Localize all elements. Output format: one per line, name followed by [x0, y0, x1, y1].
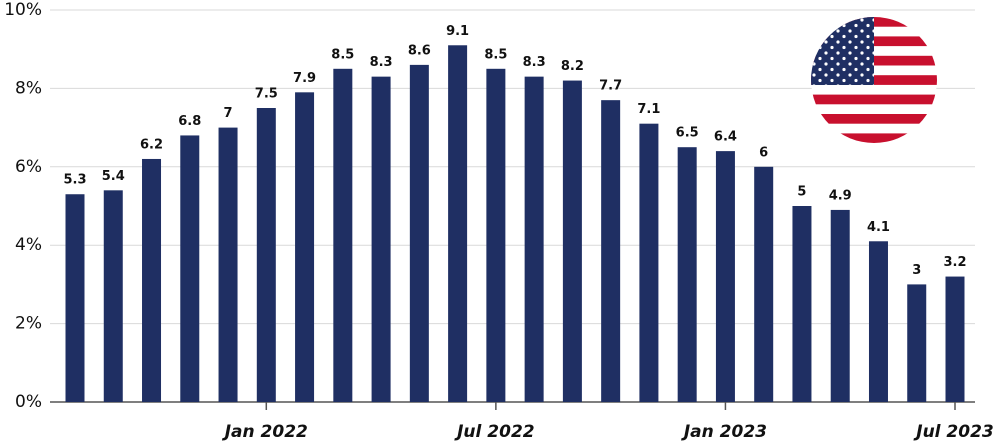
y-tick-label: 4%	[15, 235, 42, 255]
value-label: 4.9	[829, 188, 852, 203]
bar	[371, 76, 391, 402]
bar	[524, 76, 544, 402]
bar	[142, 158, 162, 402]
y-tick-label: 0%	[15, 392, 42, 412]
bar	[486, 68, 506, 403]
value-label: 6.4	[714, 130, 737, 145]
bar	[65, 194, 85, 402]
value-label: 8.5	[484, 47, 507, 62]
bar	[295, 92, 315, 402]
value-label: 5.3	[63, 173, 86, 188]
bar	[677, 147, 697, 402]
y-tick-label: 2%	[15, 314, 42, 334]
value-label: 6.2	[140, 137, 163, 152]
value-label: 8.5	[331, 47, 354, 62]
y-tick-label: 6%	[15, 157, 42, 177]
us-flag	[811, 17, 937, 143]
bar	[754, 166, 774, 402]
bar	[256, 108, 276, 402]
value-label: 5	[797, 185, 806, 200]
value-label: 7.9	[293, 71, 316, 86]
bar	[792, 206, 812, 402]
bar	[945, 276, 965, 402]
bar	[448, 45, 468, 402]
x-tick-label: Jan 2022	[222, 422, 308, 442]
bar	[180, 135, 200, 402]
x-tick-label: Jul 2022	[454, 422, 535, 442]
bar	[830, 209, 850, 402]
y-tick-label: 8%	[15, 78, 42, 98]
x-tick-label: Jul 2023	[913, 422, 994, 442]
bar	[409, 64, 429, 402]
bar	[639, 123, 659, 403]
value-label: 8.6	[408, 43, 431, 58]
x-tick-label: Jan 2023	[681, 422, 767, 442]
bar	[907, 284, 927, 402]
value-label: 4.1	[867, 220, 890, 235]
bar	[562, 80, 582, 402]
value-label: 7.5	[255, 87, 278, 102]
value-label: 7.1	[637, 102, 660, 117]
value-label: 8.2	[561, 59, 584, 74]
bar	[715, 151, 735, 402]
value-label: 5.4	[102, 169, 125, 184]
bar	[868, 241, 888, 402]
plot-area: 0% 2% 4% 6% 8% 10% 5.3 5.4 6.2 6.8 7 7.5 Jan 2022 7.9…	[4, 0, 994, 442]
value-label: 8.3	[523, 55, 546, 70]
value-label: 8.3	[370, 55, 393, 70]
value-label: 9.1	[446, 24, 469, 39]
bar	[218, 127, 238, 402]
bar	[103, 190, 123, 402]
value-label: 7.7	[599, 79, 622, 94]
bar	[333, 68, 353, 403]
value-label: 3.2	[943, 255, 966, 270]
y-tick-label: 10%	[4, 0, 42, 20]
value-label: 6.5	[676, 126, 699, 141]
value-label: 7	[224, 106, 233, 121]
value-label: 6	[759, 145, 768, 160]
value-label: 3	[912, 263, 921, 278]
bar	[601, 100, 621, 402]
value-label: 6.8	[178, 114, 201, 129]
